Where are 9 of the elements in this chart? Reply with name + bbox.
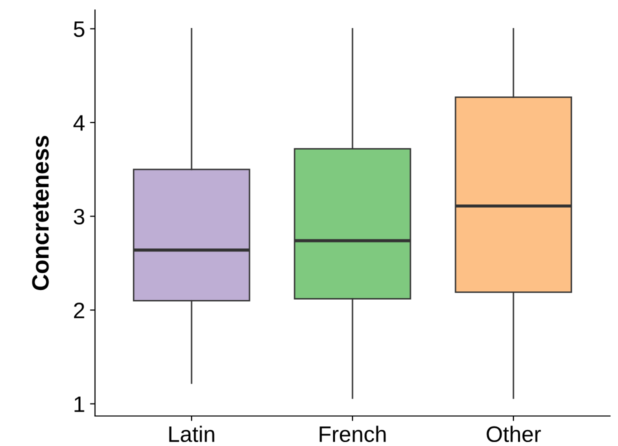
y-tick-label: 3 xyxy=(74,208,84,225)
y-axis-title: Concreteness xyxy=(32,136,49,290)
x-tick-label: French xyxy=(320,426,386,442)
y-tick-label: 5 xyxy=(74,22,84,38)
x-tick-label: Latin xyxy=(169,426,214,442)
y-tick-label: 1 xyxy=(74,396,84,412)
x-tick-label: Other xyxy=(486,426,541,442)
y-tick-label: 4 xyxy=(73,115,85,131)
y-tick-label: 2 xyxy=(74,302,84,318)
